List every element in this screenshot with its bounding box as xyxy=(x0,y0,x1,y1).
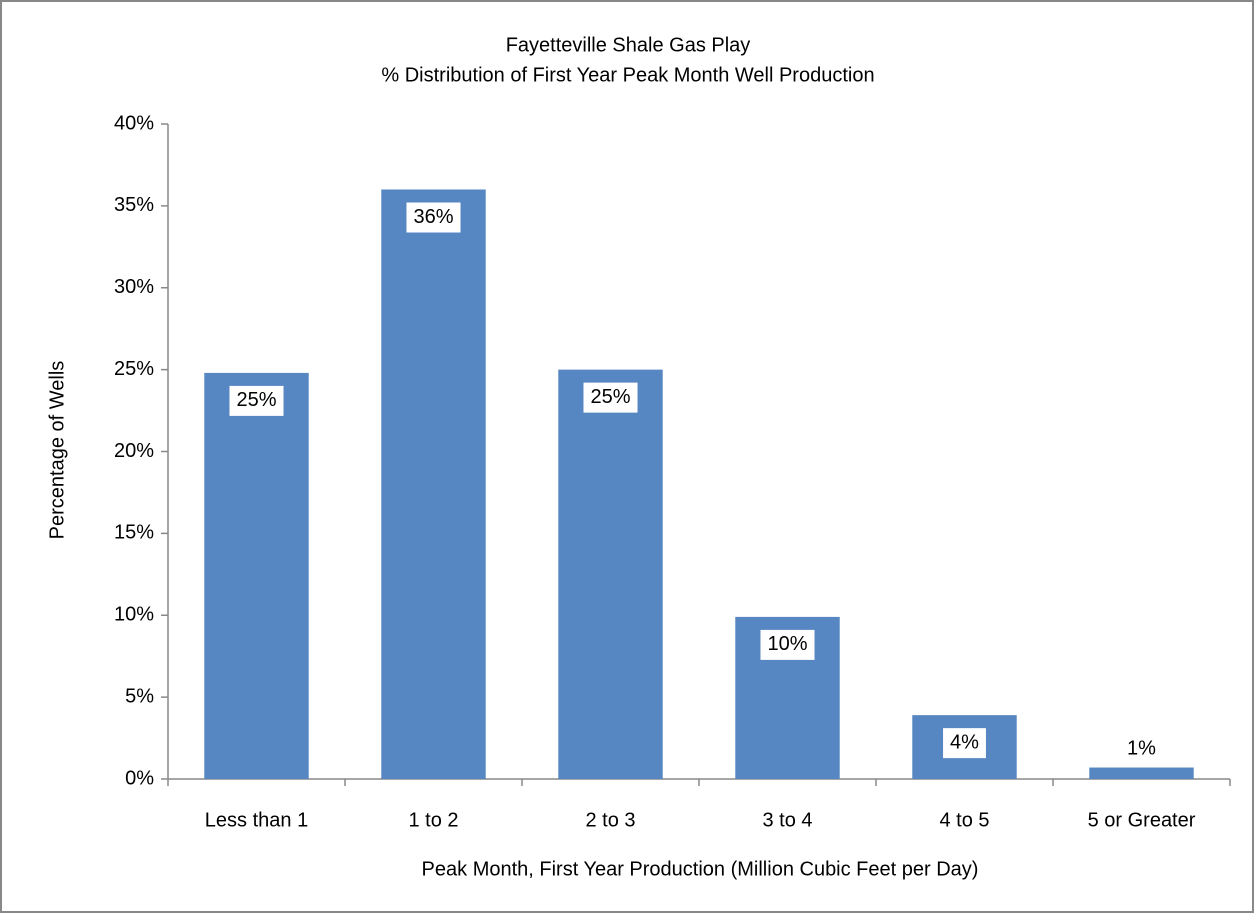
y-tick-label: 0% xyxy=(125,767,154,789)
x-tick-label: 2 to 3 xyxy=(585,809,635,831)
x-tick-label: 1 to 2 xyxy=(408,809,458,831)
data-label-box xyxy=(229,385,284,416)
bar xyxy=(558,369,663,779)
data-label-box xyxy=(943,728,986,759)
x-tick-label: 4 to 5 xyxy=(939,809,989,831)
data-label: 25% xyxy=(590,386,630,408)
data-label: 36% xyxy=(413,206,453,228)
chart-subtitle: % Distribution of First Year Peak Month … xyxy=(381,64,874,86)
y-tick-label: 5% xyxy=(125,685,154,707)
chart-title: Fayetteville Shale Gas Play xyxy=(506,34,751,56)
bar xyxy=(1089,767,1194,779)
x-tick-label: 3 to 4 xyxy=(762,809,812,831)
data-label-box xyxy=(406,202,461,233)
data-label-box xyxy=(1120,734,1163,764)
data-label: 4% xyxy=(950,731,979,753)
data-label-box xyxy=(760,629,815,660)
data-label: 10% xyxy=(767,633,807,655)
data-label: 25% xyxy=(236,389,276,411)
bar xyxy=(381,189,486,779)
y-tick-label: 35% xyxy=(114,194,154,216)
y-tick-label: 25% xyxy=(114,358,154,380)
y-tick-label: 30% xyxy=(114,276,154,298)
data-label-box xyxy=(583,382,638,413)
bar xyxy=(204,372,309,779)
y-axis-label: Percentage of Wells xyxy=(46,361,68,540)
data-label: 1% xyxy=(1127,737,1156,759)
y-tick-label: 10% xyxy=(114,604,154,626)
x-tick-label: 5 or Greater xyxy=(1088,809,1196,831)
x-tick-label: Less than 1 xyxy=(205,809,308,831)
y-tick-label: 15% xyxy=(114,522,154,544)
y-tick-label: 20% xyxy=(114,440,154,462)
x-axis-label: Peak Month, First Year Production (Milli… xyxy=(422,858,979,880)
y-tick-label: 40% xyxy=(114,112,154,134)
